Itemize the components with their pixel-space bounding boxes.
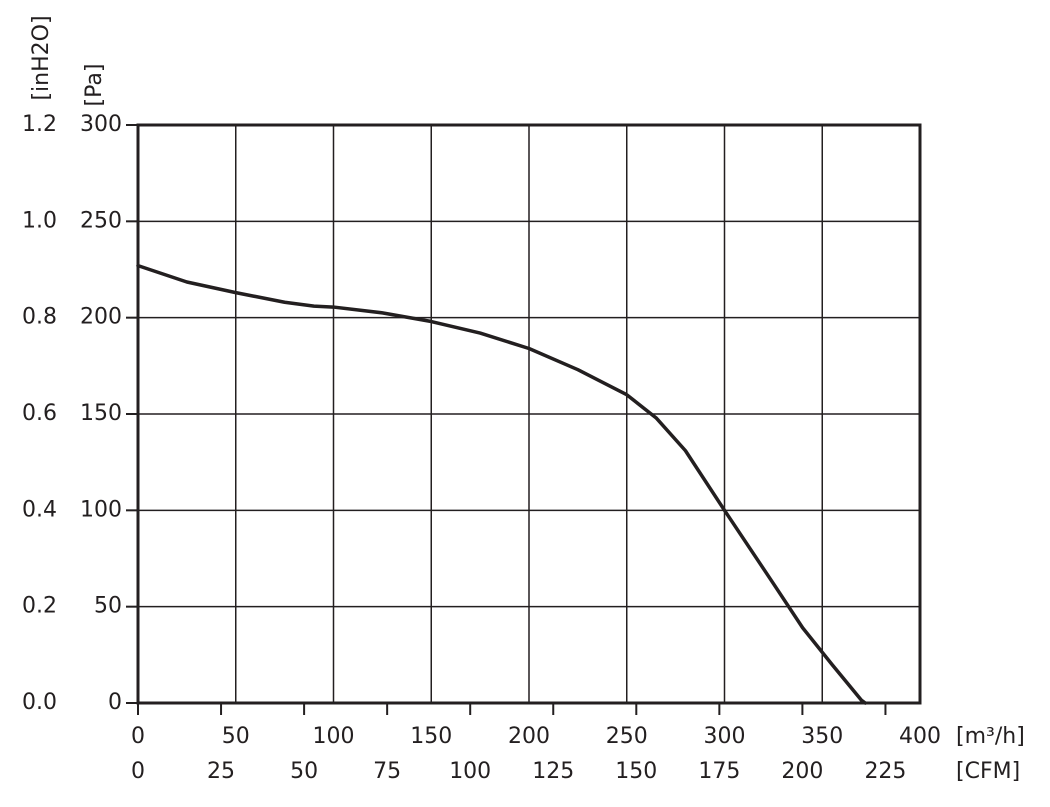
x2-tick-label: 125	[532, 759, 574, 784]
x-tick-label: 200	[508, 724, 550, 749]
y-tick-label: 250	[80, 208, 122, 233]
y-tick-label: 200	[80, 305, 122, 330]
y2-tick-label: 0.6	[22, 401, 57, 426]
y2-tick-label: 0.0	[22, 690, 57, 715]
x-tick-label: 150	[410, 724, 452, 749]
x2-tick-label: 100	[449, 759, 491, 784]
y2-tick-label: 1.2	[22, 112, 57, 137]
y-tick-label: 100	[80, 497, 122, 522]
x2-tick-label: 200	[781, 759, 823, 784]
x-tick-label: 350	[801, 724, 843, 749]
x-tick-label: 400	[899, 724, 941, 749]
x2-tick-label: 50	[290, 759, 318, 784]
y-tick-label: 300	[80, 112, 122, 137]
plot-frame	[136, 123, 922, 705]
y2-tick-label: 0.4	[22, 497, 57, 522]
x-tick-label: 0	[131, 724, 145, 749]
x2-tick-label: 0	[131, 759, 145, 784]
x2-tick-label: 175	[698, 759, 740, 784]
x2-axis-label: [CFM]	[956, 759, 1020, 784]
y2-tick-label: 0.8	[22, 305, 57, 330]
x2-tick-label: 225	[864, 759, 906, 784]
x-axis-label: [m³/h]	[956, 724, 1025, 749]
y-tick-label: 50	[94, 594, 122, 619]
curve	[136, 263, 868, 705]
x2-tick-label: 150	[615, 759, 657, 784]
x-tick-label: 250	[606, 724, 648, 749]
y2-axis-label: [inH2O]	[29, 15, 54, 100]
x-tick-label: 50	[222, 724, 250, 749]
y-tick-label: 150	[80, 401, 122, 426]
y-axis-label: [Pa]	[82, 64, 107, 107]
y2-tick-label: 1.0	[22, 208, 57, 233]
x2-tick-label: 25	[207, 759, 235, 784]
y-tick-label: 0	[108, 690, 122, 715]
x2-tick-label: 75	[373, 759, 401, 784]
x-tick-label: 100	[313, 724, 355, 749]
x-tick-label: 300	[704, 724, 746, 749]
y2-tick-label: 0.2	[22, 594, 57, 619]
